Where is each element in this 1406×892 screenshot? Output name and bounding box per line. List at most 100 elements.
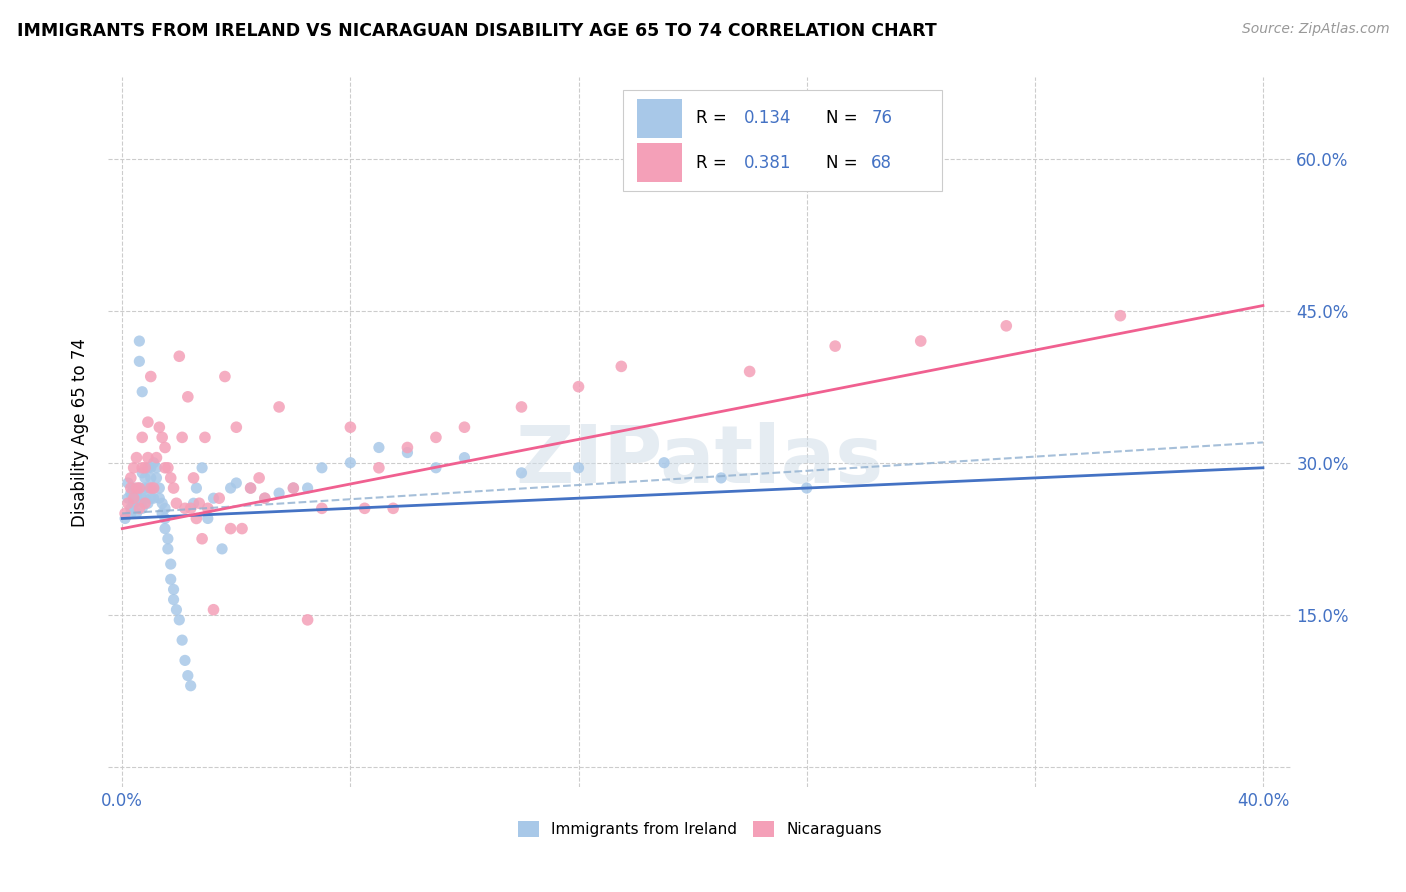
Point bbox=[134, 471, 156, 485]
Point bbox=[225, 475, 247, 490]
Point bbox=[510, 400, 533, 414]
Point bbox=[169, 349, 191, 363]
Point bbox=[197, 511, 219, 525]
Text: 68: 68 bbox=[872, 153, 893, 172]
FancyBboxPatch shape bbox=[637, 99, 682, 138]
Point bbox=[283, 481, 305, 495]
Point bbox=[125, 491, 148, 506]
Point bbox=[165, 603, 187, 617]
Point bbox=[125, 507, 148, 521]
Point bbox=[339, 420, 361, 434]
Point bbox=[610, 359, 633, 374]
Point bbox=[128, 501, 150, 516]
Point bbox=[148, 481, 170, 495]
Text: N =: N = bbox=[827, 153, 863, 172]
Point bbox=[339, 456, 361, 470]
Point bbox=[145, 471, 167, 485]
Point bbox=[239, 481, 262, 495]
Point bbox=[142, 481, 165, 495]
Point bbox=[567, 460, 589, 475]
Point bbox=[177, 390, 200, 404]
Point bbox=[136, 460, 159, 475]
Point bbox=[131, 466, 153, 480]
Point bbox=[367, 460, 389, 475]
Point bbox=[162, 592, 184, 607]
Point bbox=[396, 441, 419, 455]
Point bbox=[150, 430, 173, 444]
Point bbox=[131, 491, 153, 506]
Point bbox=[283, 481, 305, 495]
Point bbox=[177, 668, 200, 682]
Point bbox=[425, 430, 447, 444]
Point bbox=[253, 491, 276, 506]
Point bbox=[125, 481, 148, 495]
Point bbox=[197, 501, 219, 516]
Point bbox=[188, 496, 211, 510]
Text: IMMIGRANTS FROM IRELAND VS NICARAGUAN DISABILITY AGE 65 TO 74 CORRELATION CHART: IMMIGRANTS FROM IRELAND VS NICARAGUAN DI… bbox=[17, 22, 936, 40]
Point bbox=[186, 511, 208, 525]
Point bbox=[219, 522, 242, 536]
Point bbox=[136, 415, 159, 429]
FancyBboxPatch shape bbox=[623, 90, 942, 191]
Point bbox=[120, 486, 142, 500]
Point bbox=[174, 501, 197, 516]
Point bbox=[652, 456, 675, 470]
Point bbox=[396, 445, 419, 459]
Point bbox=[425, 460, 447, 475]
Point bbox=[453, 420, 475, 434]
Point bbox=[202, 491, 225, 506]
Point bbox=[208, 491, 231, 506]
Text: 0.134: 0.134 bbox=[744, 110, 792, 128]
Point bbox=[191, 460, 214, 475]
Point bbox=[367, 441, 389, 455]
Point bbox=[145, 450, 167, 465]
Point bbox=[134, 460, 156, 475]
Point bbox=[117, 475, 139, 490]
Point bbox=[148, 420, 170, 434]
Point bbox=[128, 354, 150, 368]
Point bbox=[682, 141, 704, 155]
Point bbox=[567, 379, 589, 393]
Point bbox=[159, 471, 181, 485]
Point bbox=[114, 507, 136, 521]
Point bbox=[122, 496, 145, 510]
Point bbox=[174, 653, 197, 667]
Point bbox=[134, 491, 156, 506]
Point bbox=[796, 481, 818, 495]
Point bbox=[131, 384, 153, 399]
Point bbox=[150, 507, 173, 521]
Point bbox=[214, 369, 236, 384]
Point bbox=[153, 501, 176, 516]
Text: Source: ZipAtlas.com: Source: ZipAtlas.com bbox=[1241, 22, 1389, 37]
Point bbox=[128, 481, 150, 495]
Point bbox=[510, 466, 533, 480]
Point bbox=[122, 460, 145, 475]
Point bbox=[156, 541, 179, 556]
Point bbox=[120, 507, 142, 521]
Text: 0.381: 0.381 bbox=[744, 153, 792, 172]
Point bbox=[269, 486, 291, 500]
Point bbox=[162, 582, 184, 597]
Point bbox=[159, 557, 181, 571]
Point bbox=[165, 496, 187, 510]
Text: 76: 76 bbox=[872, 110, 893, 128]
Point bbox=[153, 441, 176, 455]
Point bbox=[183, 496, 205, 510]
Point bbox=[297, 613, 319, 627]
Point bbox=[117, 496, 139, 510]
Point bbox=[153, 511, 176, 525]
Point bbox=[142, 456, 165, 470]
Point bbox=[136, 496, 159, 510]
Point bbox=[153, 522, 176, 536]
Point bbox=[120, 501, 142, 516]
Y-axis label: Disability Age 65 to 74: Disability Age 65 to 74 bbox=[72, 338, 89, 527]
Point bbox=[145, 460, 167, 475]
Point bbox=[194, 430, 217, 444]
Point bbox=[159, 572, 181, 586]
Point bbox=[172, 633, 194, 648]
Point bbox=[122, 496, 145, 510]
Text: R =: R = bbox=[696, 110, 733, 128]
Point bbox=[1109, 309, 1132, 323]
Point bbox=[995, 318, 1018, 333]
Point bbox=[453, 450, 475, 465]
